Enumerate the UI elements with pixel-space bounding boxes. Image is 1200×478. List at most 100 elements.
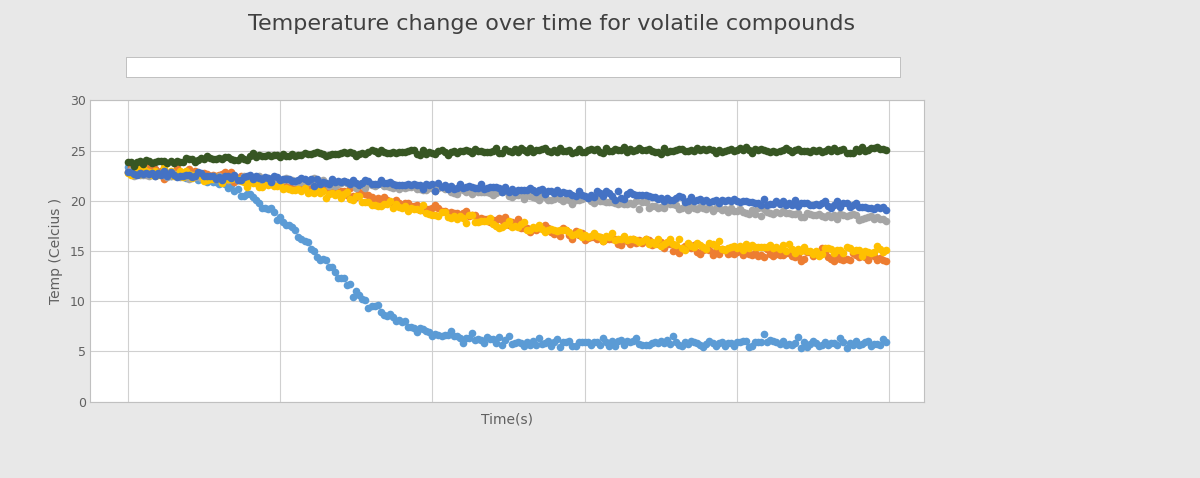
Y-axis label: Temp (Celcius ): Temp (Celcius )	[49, 198, 64, 304]
Point	[356, 176, 376, 184]
Point	[535, 221, 554, 229]
Point	[703, 197, 722, 205]
Point	[194, 169, 214, 177]
Point	[876, 338, 895, 346]
Point	[864, 248, 883, 255]
Point	[638, 193, 658, 200]
Point	[725, 206, 744, 214]
Point	[593, 238, 612, 245]
Point	[685, 204, 704, 212]
Point	[685, 147, 704, 155]
Point	[206, 173, 226, 180]
Point	[371, 146, 390, 154]
Point	[757, 201, 776, 208]
Point	[557, 196, 576, 203]
Point	[733, 208, 752, 216]
Point	[638, 205, 658, 212]
Point	[362, 146, 382, 154]
Point	[499, 221, 518, 229]
Point	[584, 233, 604, 241]
Point	[234, 155, 253, 163]
Point	[121, 166, 140, 174]
Point	[487, 339, 506, 347]
Point	[398, 323, 418, 330]
Point	[365, 180, 384, 188]
Point	[356, 198, 376, 206]
Point	[824, 249, 844, 256]
Point	[626, 146, 646, 154]
Point	[410, 206, 430, 214]
Point	[508, 338, 527, 346]
Point	[244, 177, 263, 185]
Point	[638, 240, 658, 248]
Point	[779, 249, 798, 257]
Point	[228, 176, 247, 184]
Point	[830, 146, 850, 154]
Point	[547, 148, 566, 156]
Point	[286, 178, 305, 185]
Point	[194, 172, 214, 179]
Point	[359, 179, 378, 187]
Point	[368, 302, 388, 309]
Point	[262, 176, 281, 184]
Point	[353, 149, 372, 157]
Point	[493, 188, 512, 196]
Point	[442, 208, 461, 216]
Point	[335, 177, 354, 185]
Point	[602, 192, 622, 200]
Point	[240, 152, 259, 160]
Point	[688, 205, 707, 212]
Point	[341, 181, 360, 188]
Point	[408, 182, 427, 189]
Point	[779, 209, 798, 217]
Point	[478, 188, 497, 196]
Point	[198, 176, 217, 184]
Point	[317, 185, 336, 193]
Point	[200, 155, 220, 163]
Point	[496, 336, 515, 344]
Point	[484, 217, 503, 224]
Point	[672, 244, 691, 251]
Point	[812, 245, 832, 252]
Point	[230, 177, 250, 185]
Point	[234, 174, 253, 181]
Point	[404, 180, 424, 188]
Point	[362, 202, 382, 209]
Point	[618, 148, 637, 155]
Point	[706, 149, 725, 156]
Point	[816, 250, 835, 257]
Point	[234, 173, 253, 180]
Point	[426, 187, 445, 195]
Point	[277, 174, 296, 182]
Point	[626, 335, 646, 342]
Point	[511, 144, 530, 152]
Point	[521, 228, 540, 236]
Point	[313, 255, 332, 262]
Point	[703, 146, 722, 154]
Point	[632, 198, 652, 206]
Point	[313, 178, 332, 185]
Point	[167, 173, 186, 181]
Point	[256, 178, 275, 186]
Point	[697, 245, 716, 252]
Point	[767, 250, 786, 258]
Point	[502, 340, 521, 348]
Point	[822, 204, 841, 211]
Point	[660, 236, 679, 243]
Point	[204, 175, 223, 183]
Point	[216, 169, 235, 176]
Point	[755, 196, 774, 203]
Point	[727, 338, 746, 346]
Point	[295, 177, 314, 185]
Point	[842, 201, 862, 209]
Point	[158, 173, 178, 180]
Point	[137, 162, 156, 170]
Point	[292, 183, 311, 191]
Point	[206, 155, 226, 163]
Point	[593, 335, 612, 342]
Point	[185, 172, 204, 180]
Point	[484, 191, 503, 199]
Point	[560, 228, 580, 236]
Point	[246, 173, 265, 180]
Point	[170, 158, 190, 166]
